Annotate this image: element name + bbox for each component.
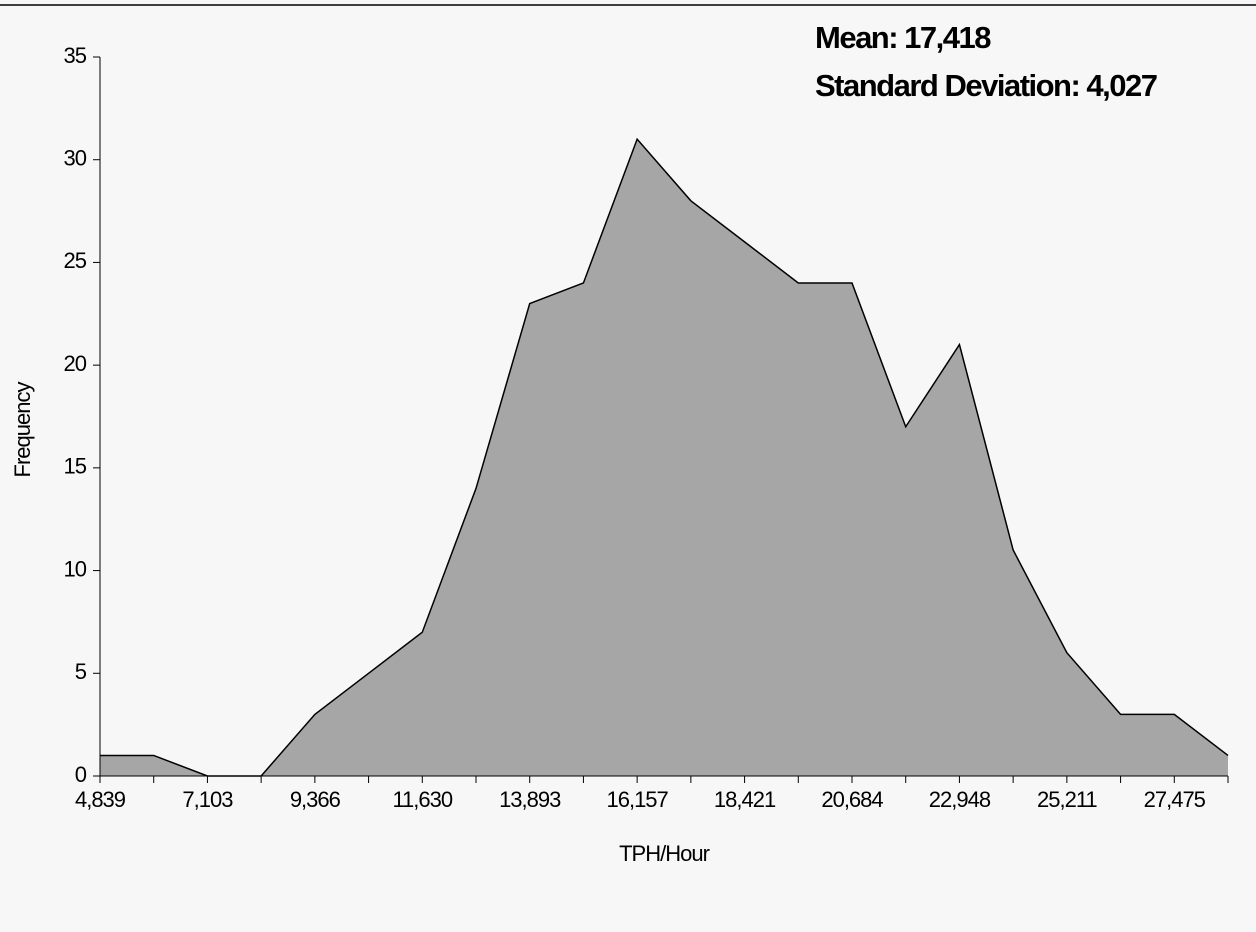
x-tick-label: 18,421 xyxy=(714,787,776,812)
x-tick-label: 9,366 xyxy=(290,787,341,812)
y-tick-label: 15 xyxy=(64,454,87,479)
annotation: Mean: 17,418 xyxy=(815,20,991,55)
y-axis-label: Frequency xyxy=(10,382,35,478)
y-tick-label: 35 xyxy=(64,43,87,68)
x-tick-label: 25,211 xyxy=(1037,787,1097,812)
x-tick-label: 4,839 xyxy=(75,787,126,812)
area-outline xyxy=(100,137,1229,777)
x-tick-label: 11,630 xyxy=(392,787,452,812)
annotation: Standard Deviation: 4,027 xyxy=(815,68,1157,103)
x-tick-label: 16,157 xyxy=(606,787,668,812)
y-tick-label: 20 xyxy=(64,351,87,376)
y-tick-label: 5 xyxy=(75,659,87,684)
x-tick-label: 20,684 xyxy=(821,787,883,812)
x-tick-label: 27,475 xyxy=(1144,787,1206,812)
y-tick-label: 10 xyxy=(64,556,87,581)
x-tick-label: 22,948 xyxy=(929,787,991,812)
y-tick-label: 0 xyxy=(75,762,87,787)
area xyxy=(100,139,1228,776)
y-tick-label: 30 xyxy=(64,146,87,171)
y-tick-label: 25 xyxy=(64,248,87,273)
x-tick-label: 7,103 xyxy=(182,787,233,812)
x-axis-label: TPH/Hour xyxy=(619,841,709,866)
x-tick-label: 13,893 xyxy=(499,787,561,812)
